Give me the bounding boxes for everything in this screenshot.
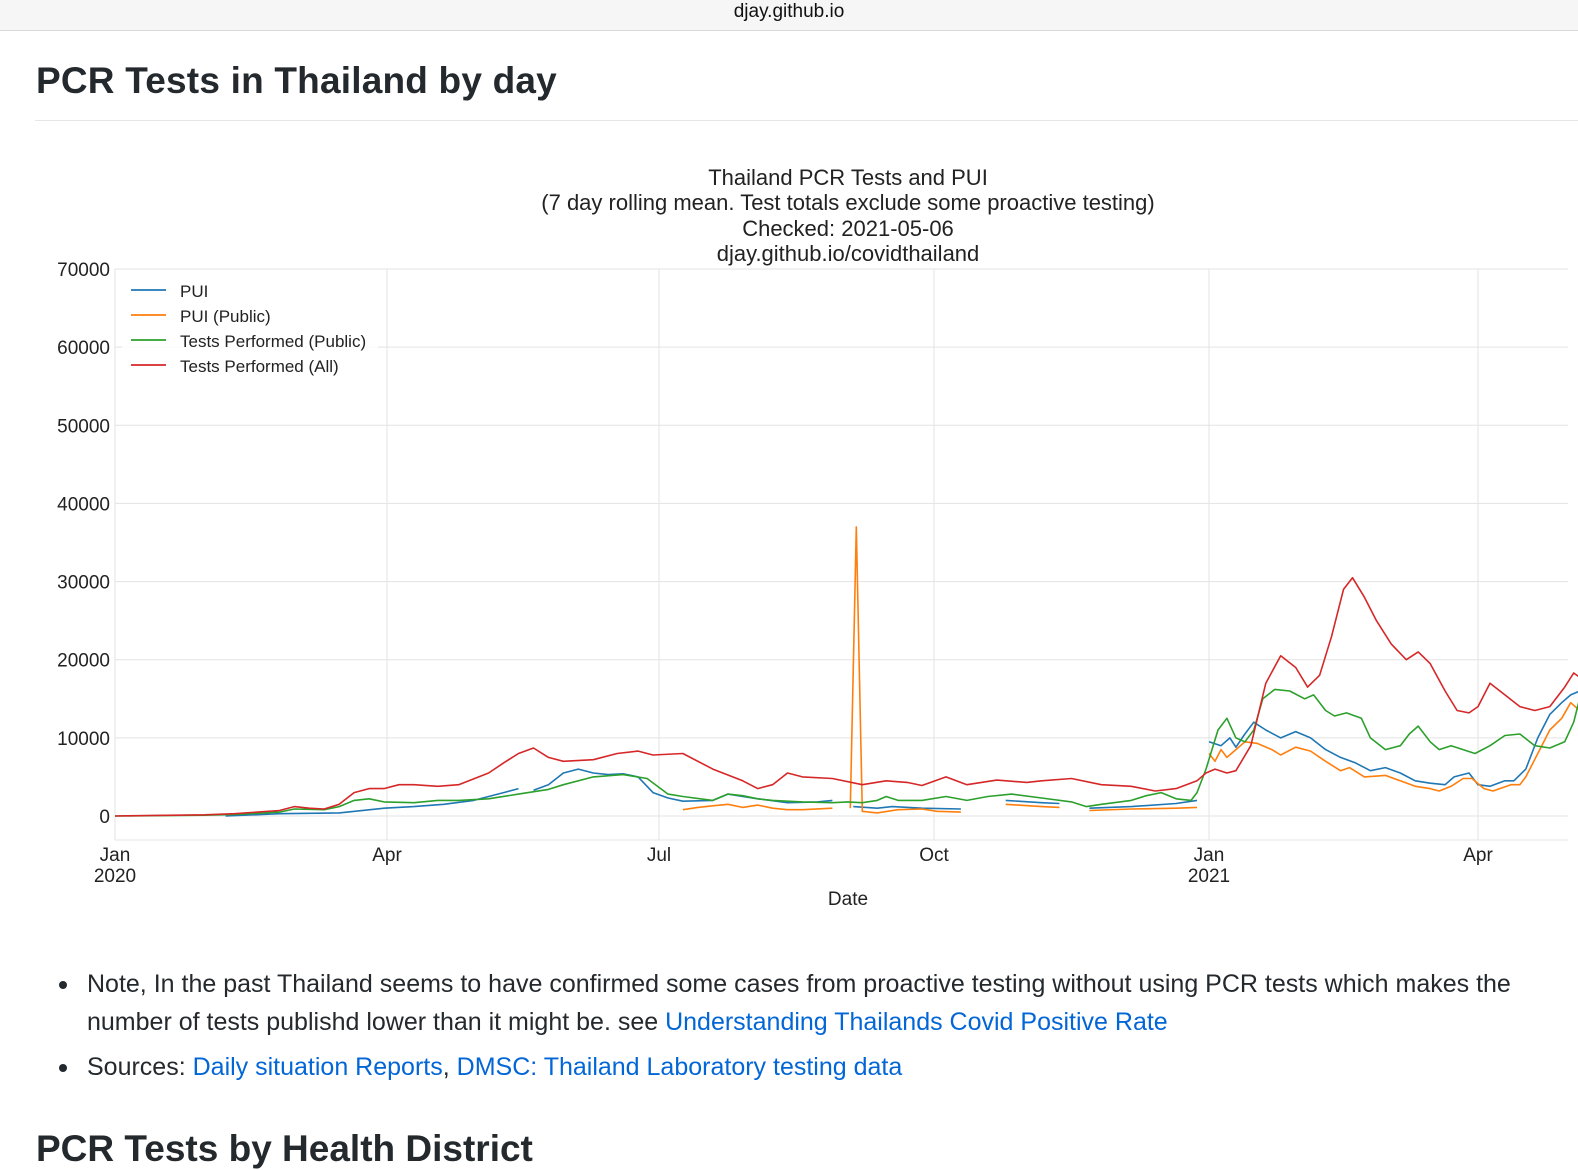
- note-item: Note, In the past Thailand seems to have…: [55, 965, 1578, 1041]
- sources-label: Sources:: [87, 1053, 193, 1081]
- x-tick-label: Apr: [372, 845, 402, 866]
- y-tick-label: 20000: [57, 651, 110, 672]
- x-tick-year-label: 2020: [94, 866, 136, 887]
- y-tick-label: 30000: [57, 573, 110, 594]
- series-line-tests-all: [115, 576, 1578, 817]
- series-line-pui: [1208, 690, 1578, 788]
- dmsc-testing-data-link[interactable]: DMSC: Thailand Laboratory testing data: [456, 1053, 903, 1081]
- chart-grid: [114, 268, 1568, 841]
- x-tick-year-label: 2021: [1188, 866, 1230, 887]
- note-text: Note, In the past Thailand seems to have…: [87, 970, 1511, 998]
- series-line-pui: [1089, 799, 1198, 809]
- legend-entry: PUI (Public): [180, 307, 271, 326]
- series-line-tests-public: [115, 688, 1578, 817]
- series-line-pui: [225, 787, 519, 817]
- series-line-pui: [1005, 799, 1060, 805]
- sources-item: Sources: Daily situation Reports, DMSC: …: [55, 1048, 1578, 1086]
- x-axis-label: Date: [828, 889, 868, 910]
- chart-legend: PUI PUI (Public) Tests Performed (Public) T…: [122, 276, 378, 381]
- chart-source-line: djay.github.io/covidthailand: [717, 241, 980, 266]
- chart-title-group: Thailand PCR Tests and PUI (7 day rollin…: [541, 165, 1154, 266]
- chart-series: [115, 526, 1578, 817]
- x-tick-label: Jul: [647, 845, 671, 866]
- chart-axes: 010000200003000040000500006000070000Jan2…: [57, 260, 1493, 887]
- legend-entry: Tests Performed (All): [180, 357, 339, 376]
- url-text: djay.github.io: [733, 1, 845, 22]
- y-tick-label: 50000: [57, 416, 110, 437]
- series-line-pui: [533, 768, 833, 804]
- y-tick-label: 40000: [57, 494, 110, 515]
- pcr-tests-chart: Thailand PCR Tests and PUI (7 day rollin…: [57, 165, 1578, 910]
- y-tick-label: 0: [99, 807, 110, 828]
- chart-title-line: Thailand PCR Tests and PUI: [708, 165, 988, 190]
- legend-entry: Tests Performed (Public): [180, 332, 366, 351]
- y-tick-label: 60000: [57, 338, 110, 359]
- series-line-pui-public: [849, 526, 961, 814]
- notes-list: Note, In the past Thailand seems to have…: [55, 965, 1578, 1086]
- page-title: PCR Tests in Thailand by day: [36, 60, 557, 101]
- title-divider: [35, 120, 1578, 121]
- x-tick-label: Jan: [1194, 845, 1225, 866]
- x-tick-label: Jan: [100, 845, 131, 866]
- legend-entry: PUI: [180, 282, 208, 301]
- x-tick-label: Apr: [1463, 845, 1493, 866]
- chart-checked-line: Checked: 2021-05-06: [742, 216, 954, 241]
- series-line-pui-public: [1089, 806, 1198, 812]
- legend-box: [122, 276, 378, 381]
- positive-rate-link[interactable]: Understanding Thailands Covid Positive R…: [665, 1008, 1168, 1036]
- sources-separator: ,: [442, 1053, 457, 1081]
- series-line-pui-public: [1005, 803, 1060, 809]
- series-line-pui-public: [682, 803, 833, 811]
- next-section-heading: PCR Tests by Health District: [36, 1128, 533, 1169]
- chart-subtitle-line: (7 day rolling mean. Test totals exclude…: [541, 190, 1154, 215]
- browser-url-bar[interactable]: djay.github.io: [0, 0, 1578, 31]
- x-tick-label: Oct: [919, 845, 949, 866]
- daily-reports-link[interactable]: Daily situation Reports: [192, 1053, 443, 1081]
- series-line-pui: [853, 805, 961, 810]
- note-text-continued: number of tests publishd lower than it m…: [87, 1008, 666, 1036]
- y-tick-label: 70000: [57, 260, 110, 281]
- y-tick-label: 10000: [57, 729, 110, 750]
